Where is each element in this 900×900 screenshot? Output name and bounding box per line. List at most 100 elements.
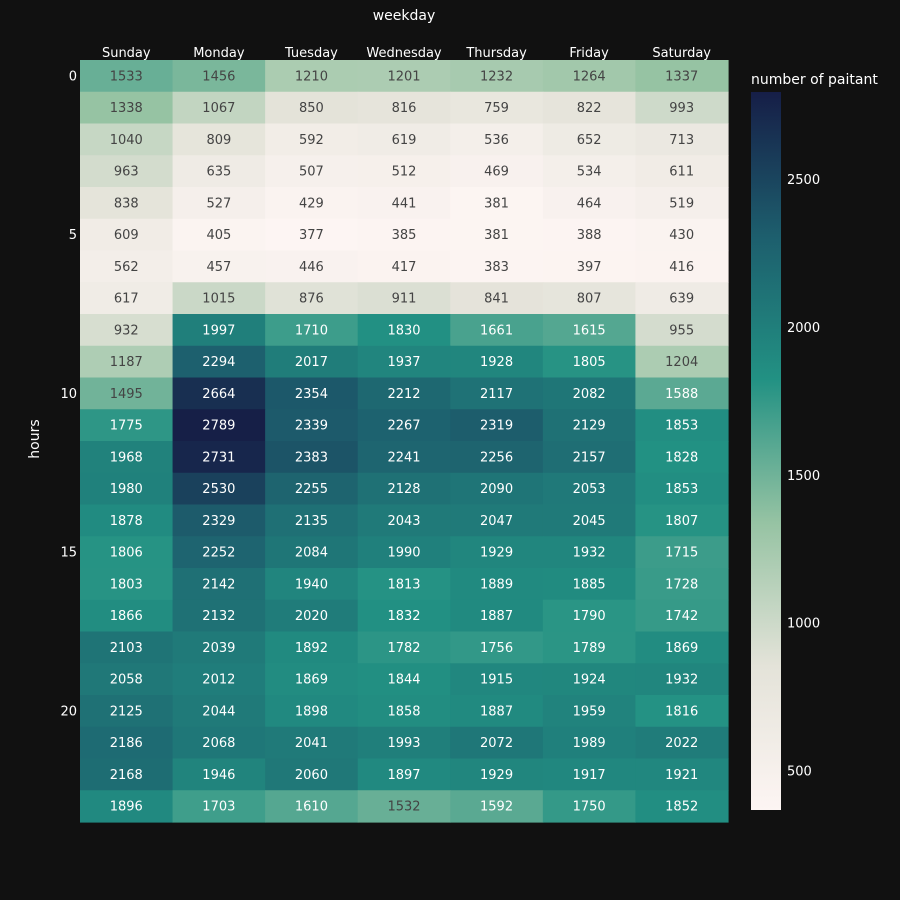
heatmap-cell — [80, 187, 174, 220]
cell-value-label: 1715 — [665, 546, 698, 561]
cell-value-label: 536 — [484, 133, 509, 148]
cell-value-label: 932 — [114, 323, 139, 338]
heatmap-cell — [542, 472, 637, 506]
heatmap-cell — [635, 663, 729, 696]
cell-value-label: 1858 — [387, 704, 420, 719]
heatmap-cell — [450, 599, 544, 633]
colorbar-tick-label: 2500 — [787, 173, 820, 188]
cell-value-label: 955 — [669, 323, 694, 338]
cell-value-label: 841 — [484, 292, 509, 307]
heatmap-cell — [80, 441, 174, 474]
heatmap-cell — [635, 441, 729, 474]
cell-value-label: 1887 — [480, 704, 513, 719]
heatmap-cell — [357, 60, 451, 93]
cell-value-label: 2168 — [110, 768, 143, 783]
cell-value-label: 1338 — [110, 101, 143, 116]
cell-value-label: 2082 — [573, 387, 606, 402]
cell-value-label: 2294 — [202, 355, 235, 370]
cell-value-label: 1928 — [480, 355, 513, 370]
cell-value-label: 1816 — [665, 704, 698, 719]
cell-value-label: 1232 — [480, 69, 513, 84]
cell-value-label: 1885 — [573, 577, 606, 592]
cell-value-label: 1921 — [665, 768, 698, 783]
heatmap-cell — [265, 631, 359, 664]
x-tick-label: Wednesday — [366, 46, 442, 61]
cell-value-label: 1832 — [387, 609, 420, 624]
cell-value-label: 1789 — [573, 641, 606, 656]
heatmap-cell — [265, 91, 359, 125]
heatmap-cell — [635, 314, 729, 347]
heatmap-cell — [542, 695, 637, 728]
cell-value-label: 2039 — [202, 641, 235, 656]
cell-value-label: 457 — [206, 260, 231, 275]
cell-value-label: 611 — [669, 165, 694, 180]
cell-value-label: 417 — [392, 260, 417, 275]
heatmap-cells — [80, 60, 729, 823]
heatmap-cell — [172, 345, 266, 379]
cell-value-label: 2530 — [202, 482, 235, 497]
heatmap-cell — [357, 377, 451, 410]
heatmap-cell — [635, 472, 729, 506]
cell-value-label: 1968 — [110, 450, 143, 465]
cell-value-label: 2044 — [202, 704, 235, 719]
cell-value-label: 381 — [484, 228, 509, 243]
cell-value-label: 1940 — [295, 577, 328, 592]
cell-value-label: 876 — [299, 292, 324, 307]
colorbar-gradient — [751, 92, 781, 810]
colorbar: number of paitant 500 1000 1500 2000 2500 — [751, 72, 878, 810]
cell-value-label: 2731 — [202, 450, 235, 465]
cell-value-label: 2047 — [480, 514, 513, 529]
heatmap-cell — [357, 631, 451, 664]
cell-value-label: 1937 — [387, 355, 420, 370]
cell-value-label: 2020 — [295, 609, 328, 624]
cell-value-label: 1813 — [387, 577, 420, 592]
heatmap-cell — [450, 282, 544, 315]
cell-value-label: 2022 — [665, 736, 698, 751]
heatmap-cell — [265, 409, 359, 442]
heatmap-cell — [172, 568, 266, 601]
x-tick-label: Tuesday — [284, 46, 338, 61]
heatmap-cell — [357, 314, 451, 347]
heatmap-cell — [357, 250, 451, 283]
heatmap-cell — [450, 377, 544, 410]
cell-value-label: 2060 — [295, 768, 328, 783]
heatmap-cell — [265, 695, 359, 728]
cell-value-label: 1915 — [480, 673, 513, 688]
heatmap-cell — [172, 250, 266, 283]
heatmap-cell — [450, 409, 544, 442]
heatmap-cell — [542, 123, 637, 156]
cell-value-label: 2058 — [110, 673, 143, 688]
heatmap-cell — [357, 568, 451, 601]
cell-value-label: 1728 — [665, 577, 698, 592]
cell-value-label: 1615 — [573, 323, 606, 338]
y-tick-label: 20 — [60, 704, 77, 719]
heatmap-cell — [357, 409, 451, 442]
cell-value-label: 446 — [299, 260, 324, 275]
cell-value-label: 405 — [206, 228, 231, 243]
cell-value-label: 1775 — [110, 419, 143, 434]
cell-value-label: 2128 — [387, 482, 420, 497]
cell-value-label: 850 — [299, 101, 324, 116]
heatmap-cell — [80, 663, 174, 696]
heatmap-cell — [80, 504, 174, 537]
heatmap-cell — [635, 695, 729, 728]
x-tick-label: Saturday — [652, 46, 711, 61]
cell-value-label: 639 — [669, 292, 694, 307]
heatmap-cell — [542, 345, 637, 379]
cell-value-label: 816 — [392, 101, 417, 116]
cell-value-label: 1495 — [110, 387, 143, 402]
y-tick-label: 10 — [60, 387, 77, 402]
cell-value-label: 2255 — [295, 482, 328, 497]
cell-value-label: 1703 — [202, 800, 235, 815]
heatmap-cell — [450, 726, 544, 760]
y-tick-label: 5 — [69, 228, 77, 243]
heatmap-cell — [542, 441, 637, 474]
cell-value-label: 619 — [392, 133, 417, 148]
heatmap-cell — [265, 504, 359, 537]
cell-value-label: 838 — [114, 196, 139, 211]
heatmap-cell — [542, 282, 637, 315]
cell-value-label: 609 — [114, 228, 139, 243]
heatmap-cell — [172, 631, 266, 664]
cell-value-label: 963 — [114, 165, 139, 180]
heatmap-cell — [80, 123, 174, 156]
